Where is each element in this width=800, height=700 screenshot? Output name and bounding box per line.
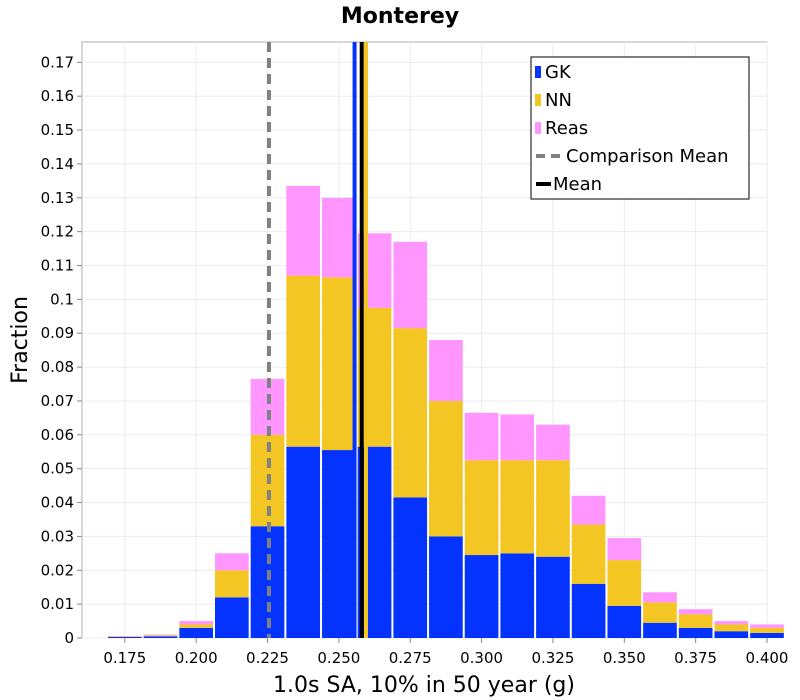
bar-nn (750, 627, 784, 633)
y-tick-label: 0.04 (41, 494, 74, 512)
y-tick-label: 0.07 (41, 392, 74, 410)
legend-label: Mean (553, 174, 602, 195)
legend-swatch (535, 94, 541, 106)
bar-reas (571, 495, 606, 525)
bar-reas (500, 414, 535, 461)
bar-nn (464, 460, 499, 556)
x-tick-label: 0.250 (317, 649, 360, 667)
x-tick-label: 0.300 (460, 649, 503, 667)
y-tick-label: 0.08 (41, 358, 74, 376)
y-tick-label: 0 (64, 629, 74, 647)
bar-reas (464, 412, 499, 461)
bar-nn (429, 400, 463, 537)
legend-swatch (535, 66, 541, 78)
bar-nn (215, 570, 249, 598)
bar-reas (143, 634, 178, 636)
legend-label: Reas (545, 118, 588, 139)
legend-label: Comparison Mean (566, 146, 729, 167)
y-tick-label: 0.1 (50, 290, 74, 308)
bar-gk (607, 605, 642, 638)
bar-reas (536, 424, 570, 461)
x-tick-label: 0.325 (531, 649, 574, 667)
bar-gk (429, 536, 463, 638)
y-tick-label: 0.14 (41, 155, 74, 173)
bar-reas (678, 609, 713, 615)
bar-reas (607, 538, 642, 561)
bar-gk (464, 555, 499, 638)
y-tick-label: 0.06 (41, 426, 74, 444)
bar-nn (143, 635, 178, 637)
bar-reas (179, 621, 214, 625)
bar-gk (750, 632, 784, 638)
bar-nn (107, 636, 142, 637)
bar-nn (643, 602, 677, 623)
bar-nn (322, 277, 356, 451)
y-tick-label: 0.05 (41, 460, 74, 478)
bar-gk (143, 636, 178, 638)
bar-reas (250, 378, 285, 435)
y-tick-label: 0.12 (41, 223, 74, 241)
bar-gk (215, 597, 249, 638)
y-tick-label: 0.16 (41, 87, 74, 105)
bar-gk (107, 636, 142, 638)
bar-gk (179, 627, 214, 638)
x-tick-label: 0.175 (103, 649, 146, 667)
bar-gk (322, 450, 356, 638)
bar-reas (322, 197, 356, 278)
bar-nn (500, 460, 535, 554)
bar-gk (536, 556, 570, 638)
y-axis-ticks: 0 0.01 0.02 0.03 0.04 0.05 0.06 0.07 0.08 0.09 0.1… (41, 53, 82, 647)
bar-reas (215, 553, 249, 571)
bar-reas (714, 621, 749, 625)
bar-reas (643, 592, 677, 603)
x-tick-label: 0.350 (603, 649, 646, 667)
x-tick-label: 0.375 (674, 649, 717, 667)
legend-label: NN (545, 90, 572, 111)
bar-nn (286, 275, 321, 447)
bar-nn (536, 460, 570, 557)
y-tick-label: 0.02 (41, 561, 74, 579)
y-tick-label: 0.11 (41, 257, 74, 275)
bar-gk (500, 553, 535, 638)
bar-reas (393, 241, 428, 329)
legend: GK NN Reas Comparison Mean Mean (530, 56, 750, 200)
y-axis-label: Fraction (8, 296, 33, 384)
y-tick-label: 0.03 (41, 527, 74, 545)
bar-nn (714, 624, 749, 632)
y-tick-label: 0.09 (41, 324, 74, 342)
legend-label: GK (545, 62, 572, 83)
x-tick-label: 0.275 (389, 649, 432, 667)
bar-gk (571, 583, 606, 638)
x-axis-label: 1.0s SA, 10% in 50 year (g) (273, 673, 575, 698)
x-tick-label: 0.200 (175, 649, 218, 667)
bar-gk (643, 622, 677, 638)
bar-reas (429, 340, 463, 401)
bar-gk (678, 627, 713, 638)
bar-gk (286, 446, 321, 638)
bar-reas (286, 185, 321, 276)
bar-nn (678, 614, 713, 628)
legend-swatch (535, 122, 541, 134)
bar-nn (571, 524, 606, 584)
bar-nn (607, 560, 642, 606)
legend-box (530, 56, 750, 200)
y-tick-label: 0.15 (41, 121, 74, 139)
y-tick-label: 0.17 (41, 53, 74, 71)
x-axis-ticks: 0.175 0.200 0.225 0.250 0.275 0.300 0.325 0.350… (103, 638, 788, 667)
x-tick-label: 0.225 (246, 649, 289, 667)
bar-gk (393, 497, 428, 638)
x-tick-label: 0.400 (746, 649, 789, 667)
mean-lines (266, 42, 368, 638)
bar-reas (750, 624, 784, 628)
bar-nn (179, 624, 214, 628)
bar-nn (393, 328, 428, 498)
chart-title: Monterey (341, 4, 459, 29)
bar-gk (714, 631, 749, 638)
y-tick-label: 0.13 (41, 189, 74, 207)
y-tick-label: 0.01 (41, 595, 74, 613)
